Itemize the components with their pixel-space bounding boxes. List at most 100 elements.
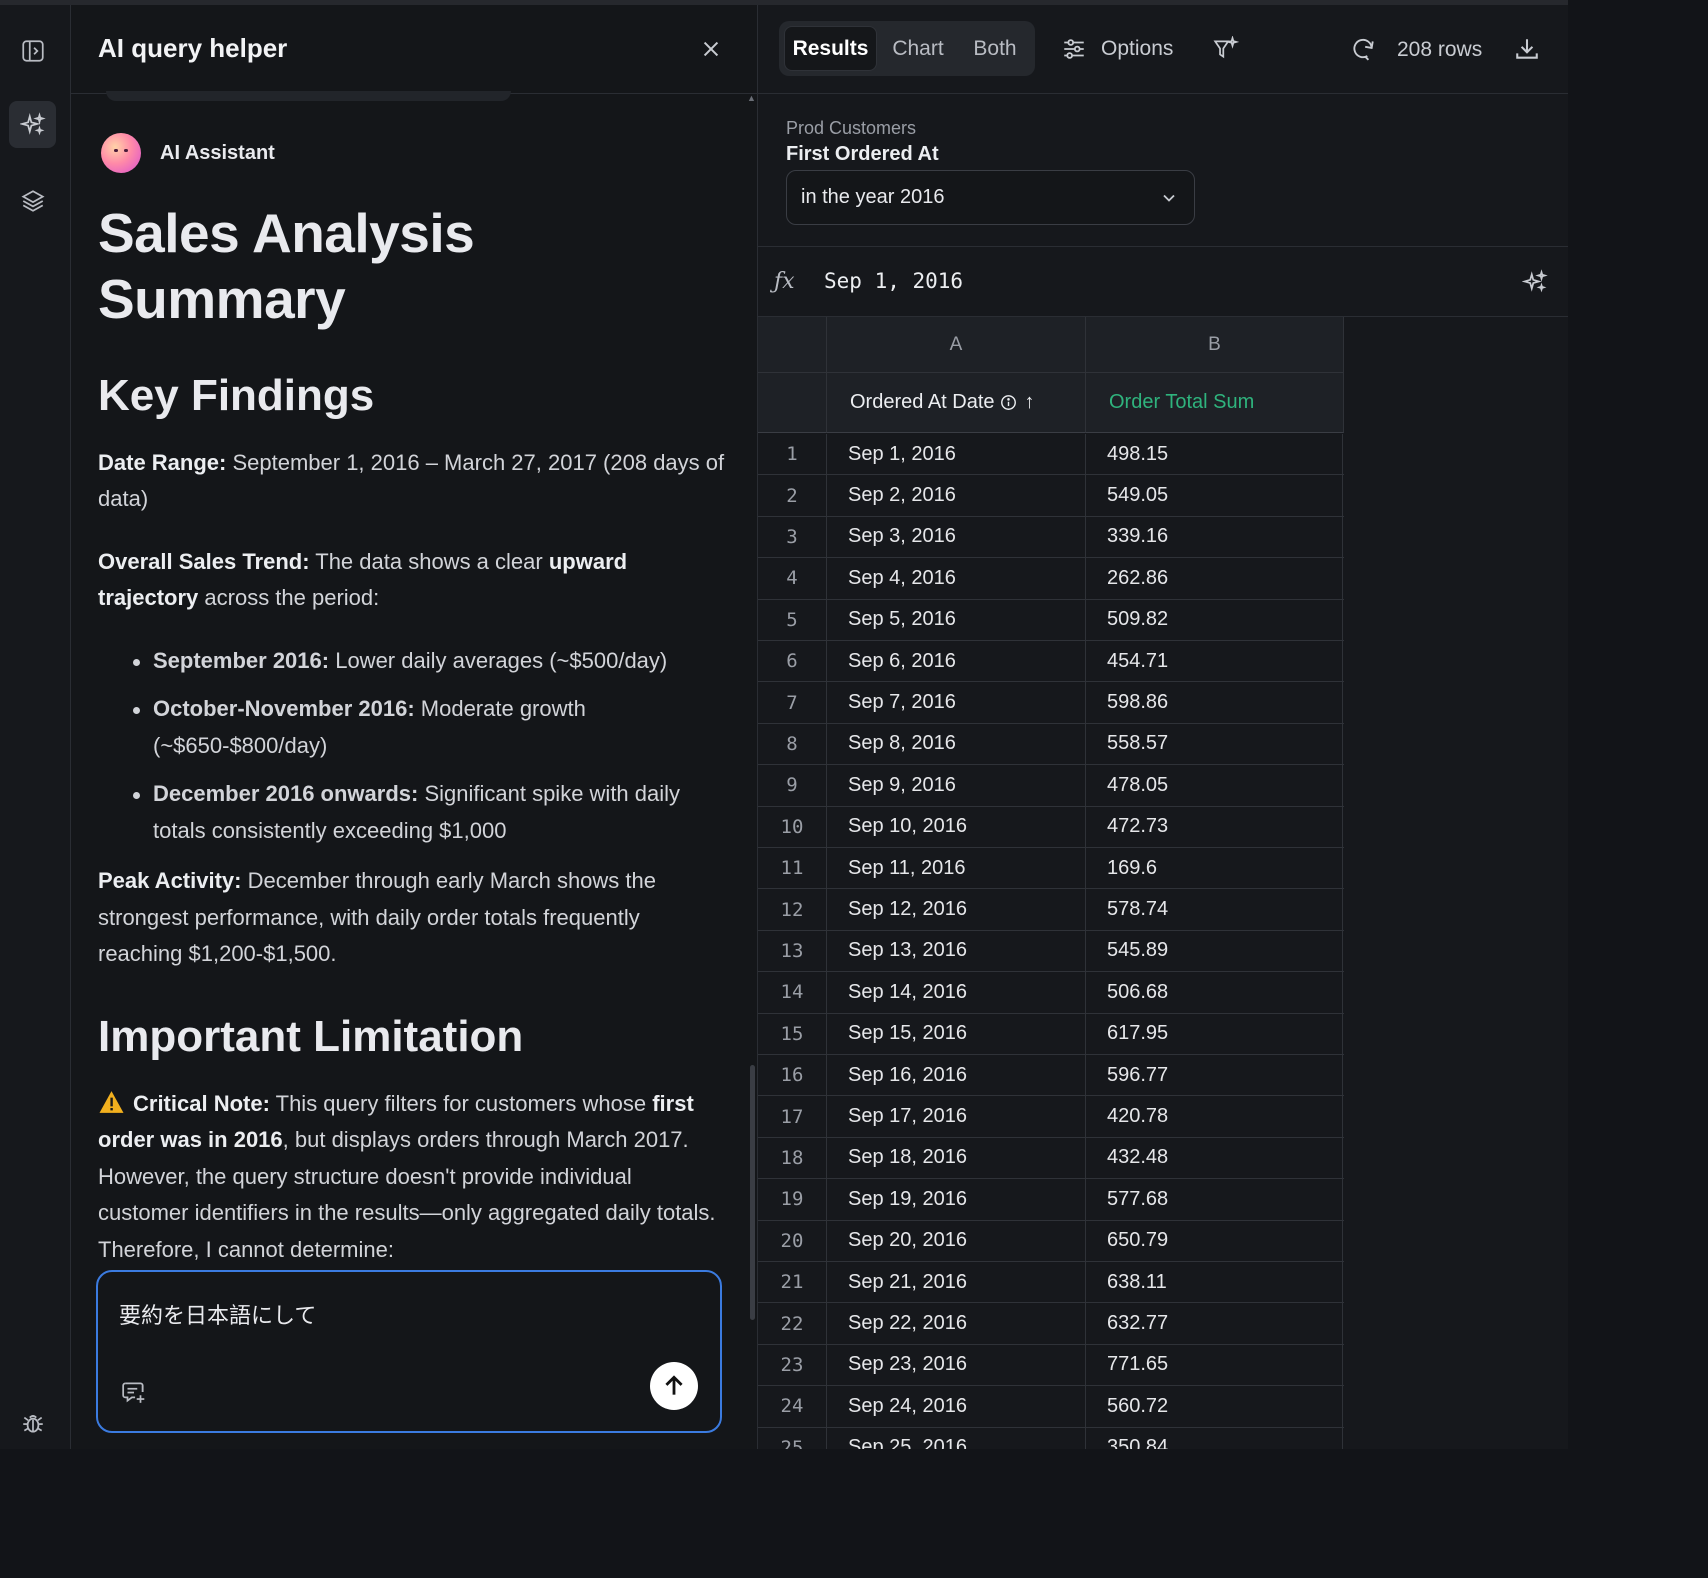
cell-order-total-sum[interactable]: 632.77 xyxy=(1086,1303,1343,1344)
cell-order-total-sum[interactable]: 339.16 xyxy=(1086,516,1343,558)
table-row[interactable]: 25 Sep 25, 2016 350.84 xyxy=(758,1427,1344,1449)
chat-input[interactable]: 要約を日本語にして xyxy=(119,1304,317,1329)
table-row[interactable]: 10 Sep 10, 2016 472.73 xyxy=(758,806,1344,848)
table-row[interactable]: 19 Sep 19, 2016 577.68 xyxy=(758,1179,1344,1221)
cell-order-total-sum[interactable]: 454.71 xyxy=(1086,641,1343,682)
cell-order-total-sum[interactable]: 771.65 xyxy=(1086,1344,1343,1386)
table-row[interactable]: 14 Sep 14, 2016 506.68 xyxy=(758,972,1344,1014)
cell-order-total-sum[interactable]: 432.48 xyxy=(1086,1137,1343,1179)
table-row[interactable]: 23 Sep 23, 2016 771.65 xyxy=(758,1344,1344,1387)
cell-ordered-at-date[interactable]: Sep 13, 2016 xyxy=(827,930,1086,972)
cell-order-total-sum[interactable]: 478.05 xyxy=(1086,765,1343,806)
cell-ordered-at-date[interactable]: Sep 14, 2016 xyxy=(827,972,1086,1013)
options-button[interactable]: Options xyxy=(1061,36,1173,62)
cell-order-total-sum[interactable]: 262.86 xyxy=(1086,558,1343,599)
cell-ordered-at-date[interactable]: Sep 6, 2016 xyxy=(827,641,1086,682)
table-row[interactable]: 6 Sep 6, 2016 454.71 xyxy=(758,641,1344,683)
download-icon[interactable] xyxy=(1514,36,1540,62)
cell-ordered-at-date[interactable]: Sep 12, 2016 xyxy=(827,889,1086,930)
formula-value[interactable]: Sep 1, 2016 xyxy=(824,269,964,293)
cell-ordered-at-date[interactable]: Sep 11, 2016 xyxy=(827,848,1086,889)
table-row[interactable]: 9 Sep 9, 2016 478.05 xyxy=(758,765,1344,807)
cell-order-total-sum[interactable]: 506.68 xyxy=(1086,972,1343,1013)
cell-order-total-sum[interactable]: 498.15 xyxy=(1086,434,1343,475)
cell-ordered-at-date[interactable]: Sep 19, 2016 xyxy=(827,1179,1086,1220)
cell-order-total-sum[interactable]: 169.6 xyxy=(1086,848,1343,889)
cell-ordered-at-date[interactable]: Sep 16, 2016 xyxy=(827,1055,1086,1096)
scroll-up-arrow-icon[interactable]: ▲ xyxy=(747,93,756,103)
header-ordered-at-date[interactable]: Ordered At Date ↑ xyxy=(827,373,1086,433)
table-row[interactable]: 18 Sep 18, 2016 432.48 xyxy=(758,1137,1344,1180)
close-icon[interactable] xyxy=(697,35,725,63)
cell-order-total-sum[interactable]: 420.78 xyxy=(1086,1096,1343,1137)
cell-ordered-at-date[interactable]: Sep 23, 2016 xyxy=(827,1344,1086,1386)
cell-order-total-sum[interactable]: 558.57 xyxy=(1086,723,1343,765)
tab-chart[interactable]: Chart xyxy=(892,36,944,60)
cell-ordered-at-date[interactable]: Sep 4, 2016 xyxy=(827,558,1086,599)
cell-order-total-sum[interactable]: 472.73 xyxy=(1086,806,1343,847)
table-row[interactable]: 22 Sep 22, 2016 632.77 xyxy=(758,1303,1344,1345)
cell-ordered-at-date[interactable]: Sep 15, 2016 xyxy=(827,1013,1086,1054)
cell-ordered-at-date[interactable]: Sep 24, 2016 xyxy=(827,1386,1086,1427)
cell-order-total-sum[interactable]: 560.72 xyxy=(1086,1386,1343,1427)
cell-ordered-at-date[interactable]: Sep 9, 2016 xyxy=(827,765,1086,806)
table-row[interactable]: 17 Sep 17, 2016 420.78 xyxy=(758,1096,1344,1138)
table-row[interactable]: 2 Sep 2, 2016 549.05 xyxy=(758,475,1344,517)
cell-order-total-sum[interactable]: 638.11 xyxy=(1086,1262,1343,1303)
table-row[interactable]: 3 Sep 3, 2016 339.16 xyxy=(758,516,1344,559)
cell-ordered-at-date[interactable]: Sep 20, 2016 xyxy=(827,1220,1086,1261)
ai-sparkle-icon[interactable] xyxy=(9,101,56,148)
cell-ordered-at-date[interactable]: Sep 1, 2016 xyxy=(827,434,1086,475)
cell-ordered-at-date[interactable]: Sep 5, 2016 xyxy=(827,599,1086,640)
cell-ordered-at-date[interactable]: Sep 7, 2016 xyxy=(827,682,1086,723)
ai-panel-scrollbar[interactable] xyxy=(750,1065,755,1320)
bug-icon[interactable] xyxy=(9,1399,56,1446)
sort-ascending-icon[interactable]: ↑ xyxy=(1024,391,1035,413)
cell-order-total-sum[interactable]: 596.77 xyxy=(1086,1055,1343,1096)
cell-order-total-sum[interactable]: 578.74 xyxy=(1086,889,1343,930)
ai-sparkle-icon[interactable] xyxy=(1521,269,1548,295)
cell-order-total-sum[interactable]: 650.79 xyxy=(1086,1220,1343,1261)
cell-ordered-at-date[interactable]: Sep 25, 2016 xyxy=(827,1427,1086,1449)
cell-order-total-sum[interactable]: 577.68 xyxy=(1086,1179,1343,1220)
cell-order-total-sum[interactable]: 598.86 xyxy=(1086,682,1343,723)
table-row[interactable]: 24 Sep 24, 2016 560.72 xyxy=(758,1386,1344,1428)
cell-ordered-at-date[interactable]: Sep 8, 2016 xyxy=(827,723,1086,765)
refresh-icon[interactable] xyxy=(1350,36,1376,62)
table-row[interactable]: 5 Sep 5, 2016 509.82 xyxy=(758,599,1344,641)
table-row[interactable]: 4 Sep 4, 2016 262.86 xyxy=(758,558,1344,600)
cell-order-total-sum[interactable]: 509.82 xyxy=(1086,599,1343,640)
toggle-sidebar-icon[interactable] xyxy=(9,27,56,74)
cell-ordered-at-date[interactable]: Sep 18, 2016 xyxy=(827,1137,1086,1179)
cell-ordered-at-date[interactable]: Sep 3, 2016 xyxy=(827,516,1086,558)
header-order-total-sum[interactable]: Order Total Sum xyxy=(1086,373,1344,433)
table-row[interactable]: 11 Sep 11, 2016 169.6 xyxy=(758,848,1344,890)
add-context-icon[interactable] xyxy=(120,1379,148,1405)
chat-input-box[interactable]: 要約を日本語にして xyxy=(96,1270,722,1433)
cell-order-total-sum[interactable]: 617.95 xyxy=(1086,1013,1343,1054)
cell-order-total-sum[interactable]: 350.84 xyxy=(1086,1427,1343,1449)
cell-ordered-at-date[interactable]: Sep 21, 2016 xyxy=(827,1262,1086,1303)
table-row[interactable]: 12 Sep 12, 2016 578.74 xyxy=(758,889,1344,931)
table-row[interactable]: 7 Sep 7, 2016 598.86 xyxy=(758,682,1344,724)
tab-results[interactable]: Results xyxy=(784,26,877,71)
cell-ordered-at-date[interactable]: Sep 17, 2016 xyxy=(827,1096,1086,1137)
cell-order-total-sum[interactable]: 545.89 xyxy=(1086,930,1343,972)
cell-ordered-at-date[interactable]: Sep 2, 2016 xyxy=(827,475,1086,516)
table-row[interactable]: 20 Sep 20, 2016 650.79 xyxy=(758,1220,1344,1262)
send-button[interactable] xyxy=(650,1362,698,1410)
ai-filter-icon[interactable] xyxy=(1213,36,1239,62)
filter-value-select[interactable]: in the year 2016 xyxy=(786,170,1195,225)
layers-icon[interactable] xyxy=(9,177,56,224)
cell-order-total-sum[interactable]: 549.05 xyxy=(1086,475,1343,516)
table-row[interactable]: 15 Sep 15, 2016 617.95 xyxy=(758,1013,1344,1055)
info-icon[interactable] xyxy=(1000,394,1017,411)
table-row[interactable]: 13 Sep 13, 2016 545.89 xyxy=(758,930,1344,973)
column-letter-b[interactable]: B xyxy=(1086,317,1344,373)
table-row[interactable]: 8 Sep 8, 2016 558.57 xyxy=(758,723,1344,766)
table-row[interactable]: 1 Sep 1, 2016 498.15 xyxy=(758,434,1344,476)
table-row[interactable]: 16 Sep 16, 2016 596.77 xyxy=(758,1055,1344,1097)
table-row[interactable]: 21 Sep 21, 2016 638.11 xyxy=(758,1262,1344,1304)
cell-ordered-at-date[interactable]: Sep 22, 2016 xyxy=(827,1303,1086,1344)
column-letter-a[interactable]: A xyxy=(827,317,1086,373)
